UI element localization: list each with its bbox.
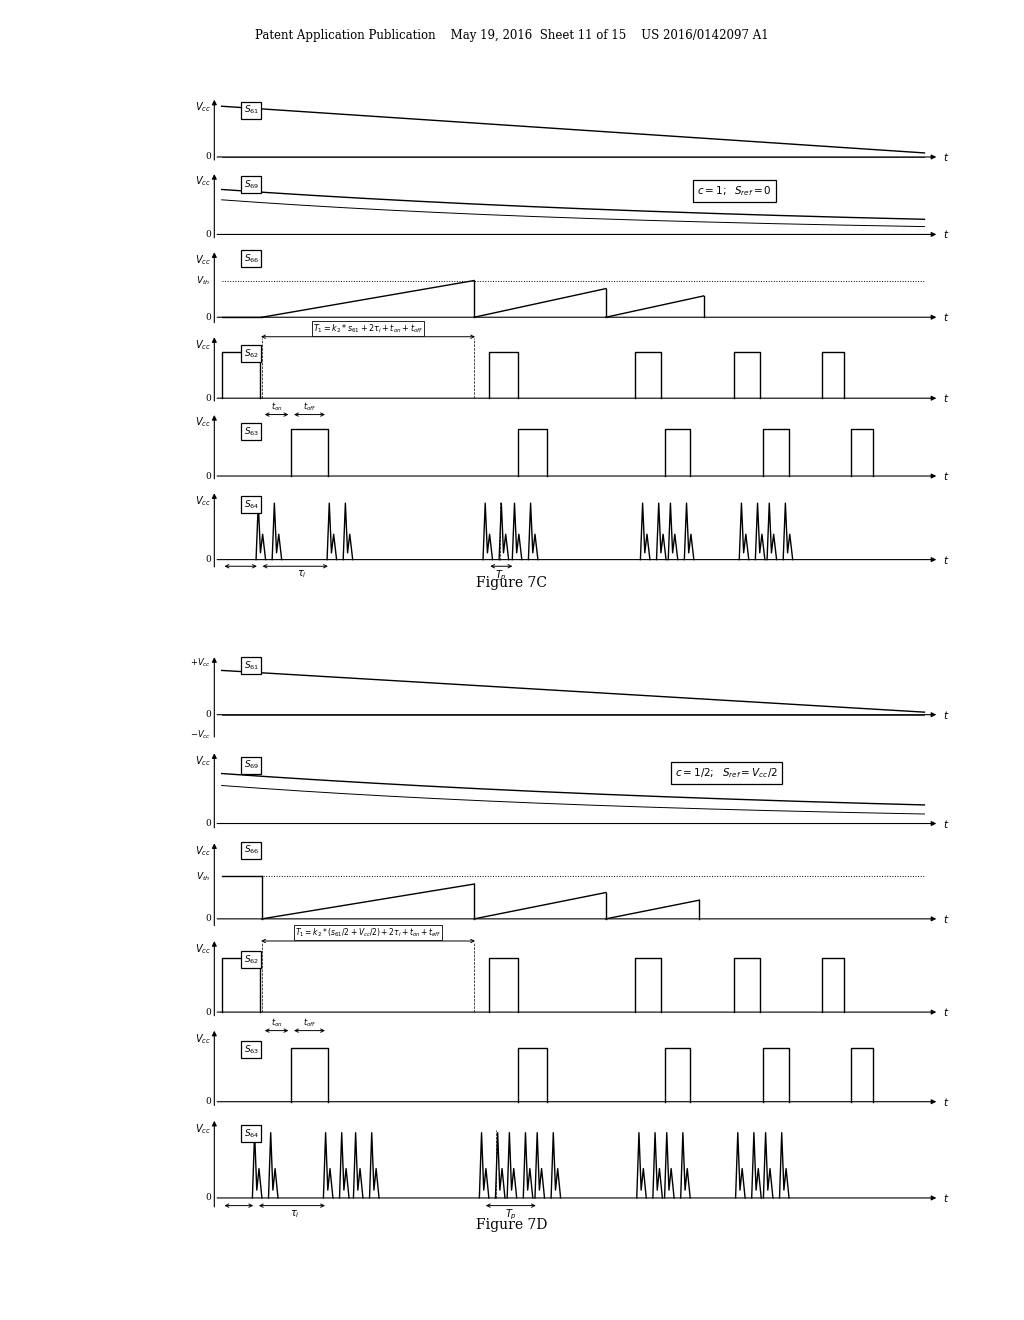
Text: $t$: $t$ <box>943 709 949 721</box>
Text: $t$: $t$ <box>943 392 949 404</box>
Text: 0: 0 <box>205 710 211 719</box>
Text: $S_{61}$: $S_{61}$ <box>244 660 259 672</box>
Text: Figure 7D: Figure 7D <box>476 1218 548 1232</box>
Text: 0: 0 <box>205 1007 211 1016</box>
Text: 0: 0 <box>205 393 211 403</box>
Text: $t$: $t$ <box>943 312 949 323</box>
Text: $t$: $t$ <box>943 470 949 482</box>
Text: $V_{th}$: $V_{th}$ <box>197 275 211 288</box>
Text: $V_{cc}$: $V_{cc}$ <box>195 942 211 956</box>
Text: $V_{cc}$: $V_{cc}$ <box>195 338 211 351</box>
Text: $S_{69}$: $S_{69}$ <box>244 759 259 771</box>
Text: $-V_{cc}$: $-V_{cc}$ <box>189 729 211 741</box>
Text: $S_{62}$: $S_{62}$ <box>244 953 259 966</box>
Text: $S_{63}$: $S_{63}$ <box>244 425 259 438</box>
Text: Figure 7C: Figure 7C <box>476 577 548 590</box>
Text: $V_{cc}$: $V_{cc}$ <box>195 253 211 267</box>
Text: $T_p$: $T_p$ <box>505 1208 517 1222</box>
Text: 0: 0 <box>205 1193 211 1203</box>
Text: $t$: $t$ <box>943 150 949 162</box>
Text: $+V_{cc}$: $+V_{cc}$ <box>189 657 211 669</box>
Text: $T_p$: $T_p$ <box>496 568 507 582</box>
Text: 0: 0 <box>205 230 211 239</box>
Text: $V_{cc}$: $V_{cc}$ <box>195 1032 211 1045</box>
Text: $t$: $t$ <box>943 913 949 925</box>
Text: $S_{64}$: $S_{64}$ <box>244 1127 259 1140</box>
Text: 0: 0 <box>205 818 211 828</box>
Text: $t$: $t$ <box>943 1006 949 1018</box>
Text: $V_{cc}$: $V_{cc}$ <box>195 100 211 114</box>
Text: $V_{cc}$: $V_{cc}$ <box>195 174 211 189</box>
Text: 0: 0 <box>205 471 211 480</box>
Text: 0: 0 <box>205 1097 211 1106</box>
Text: $T_1=k_2*s_{61}+2\tau_i+t_{on}+t_{off}$: $T_1=k_2*s_{61}+2\tau_i+t_{on}+t_{off}$ <box>313 322 423 335</box>
Text: $t_{on}$: $t_{on}$ <box>270 400 283 413</box>
Text: $S_{63}$: $S_{63}$ <box>244 1043 259 1056</box>
Text: $c=1;\ \ S_{ref}=0$: $c=1;\ \ S_{ref}=0$ <box>696 183 771 198</box>
Text: $V_{cc}$: $V_{cc}$ <box>195 755 211 768</box>
Text: $V_{cc}$: $V_{cc}$ <box>195 494 211 508</box>
Text: $t_{on}$: $t_{on}$ <box>270 1016 283 1028</box>
Text: $T_1=k_2*(s_{61}/2+V_{cc}/2)+2\tau_i+t_{on}+t_{eff}$: $T_1=k_2*(s_{61}/2+V_{cc}/2)+2\tau_i+t_{… <box>295 927 441 939</box>
Text: $V_{th}$: $V_{th}$ <box>197 871 211 883</box>
Text: 0: 0 <box>205 915 211 924</box>
Text: $S_{69}$: $S_{69}$ <box>244 178 259 191</box>
Text: $S_{61}$: $S_{61}$ <box>244 104 259 116</box>
Text: $S_{64}$: $S_{64}$ <box>244 499 259 511</box>
Text: $S_{66}$: $S_{66}$ <box>244 252 259 265</box>
Text: $t$: $t$ <box>943 228 949 240</box>
Text: $t$: $t$ <box>943 1192 949 1204</box>
Text: $S_{66}$: $S_{66}$ <box>244 843 259 857</box>
Text: 0: 0 <box>205 556 211 564</box>
Text: $V_{cc}$: $V_{cc}$ <box>195 845 211 858</box>
Text: $V_{cc}$: $V_{cc}$ <box>195 1122 211 1137</box>
Text: $t$: $t$ <box>943 553 949 565</box>
Text: $V_{cc}$: $V_{cc}$ <box>195 416 211 429</box>
Text: $t_{off}$: $t_{off}$ <box>303 400 316 413</box>
Text: 0: 0 <box>205 313 211 322</box>
Text: $t$: $t$ <box>943 817 949 829</box>
Text: $\tau_i$: $\tau_i$ <box>290 1208 300 1220</box>
Text: 0: 0 <box>205 153 211 161</box>
Text: $S_{62}$: $S_{62}$ <box>244 347 259 360</box>
Text: $c=1/2;\ \ S_{ref}=V_{cc}/2$: $c=1/2;\ \ S_{ref}=V_{cc}/2$ <box>676 766 778 780</box>
Text: $t_{off}$: $t_{off}$ <box>303 1016 316 1028</box>
Text: $\tau_i$: $\tau_i$ <box>297 568 307 579</box>
Text: Patent Application Publication    May 19, 2016  Sheet 11 of 15    US 2016/014209: Patent Application Publication May 19, 2… <box>255 29 769 42</box>
Text: $t$: $t$ <box>943 1096 949 1107</box>
